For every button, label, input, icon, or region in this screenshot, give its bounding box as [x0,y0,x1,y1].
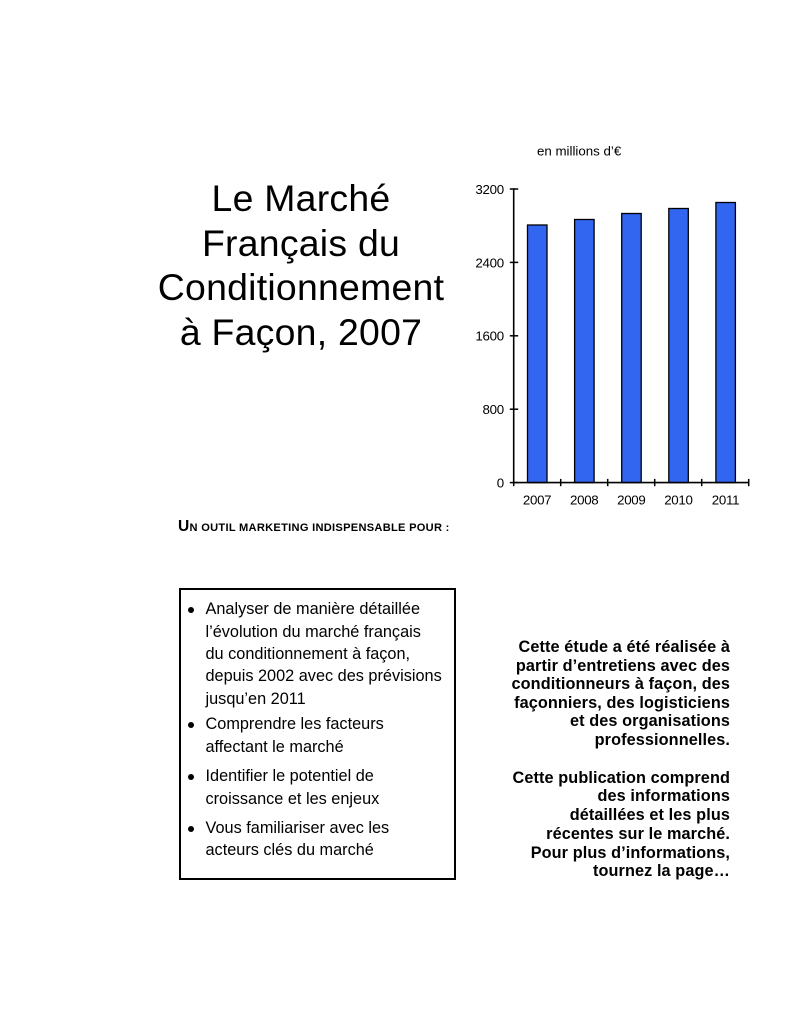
svg-text:0: 0 [497,476,504,491]
svg-text:1600: 1600 [475,329,503,344]
svg-text:2007: 2007 [523,493,551,508]
svg-text:800: 800 [483,402,504,417]
svg-text:2009: 2009 [617,493,645,508]
svg-text:2011: 2011 [712,493,739,508]
svg-text:2008: 2008 [570,493,598,508]
svg-text:en millions d’€: en millions d’€ [537,143,622,158]
svg-text:3200: 3200 [475,182,503,197]
svg-text:2010: 2010 [664,493,692,508]
svg-text:2400: 2400 [475,255,503,270]
